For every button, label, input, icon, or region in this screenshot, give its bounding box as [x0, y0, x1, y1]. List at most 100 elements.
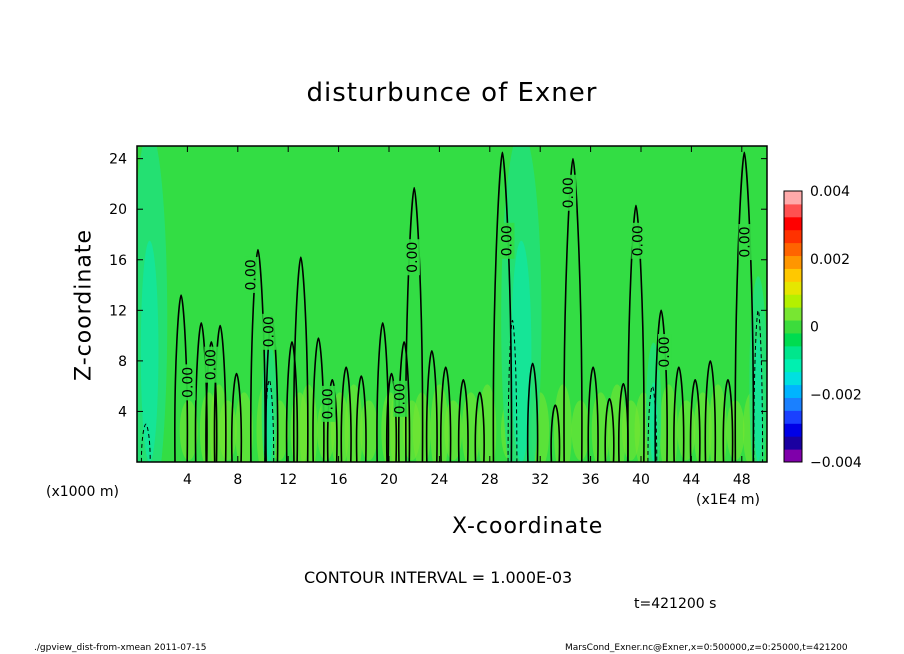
- colorbar-swatch: [784, 281, 802, 295]
- contour-label-backdrop: [500, 222, 515, 259]
- colorbar-swatch: [784, 216, 802, 231]
- zero-contour-line: [230, 372, 243, 462]
- positive-shading: [608, 384, 627, 462]
- zero-contour-line: [689, 379, 701, 462]
- positive-shading: [571, 400, 590, 461]
- colorbar-swatch: [784, 242, 802, 257]
- zero-contour-line: [425, 349, 438, 462]
- x-axis-ticks: 4 8 12 16 20 24 28 32 36 40 44 48: [183, 146, 751, 488]
- zero-contour-line: [604, 397, 615, 462]
- contour-label-backdrop: [244, 256, 259, 293]
- zero-contour-line: [734, 151, 755, 462]
- contour-label-backdrop: [631, 222, 646, 259]
- negative-core-shading: [511, 240, 532, 462]
- colorbar-swatch: [784, 307, 802, 321]
- x-tick-label: 48: [733, 472, 751, 488]
- zero-contour-line: [550, 404, 561, 462]
- zero-contour-line: [326, 379, 338, 462]
- negative-contour-line: [647, 385, 658, 462]
- positive-shading: [359, 400, 378, 461]
- y-axis-unit: (x1000 m): [46, 484, 119, 500]
- shaded-field: [137, 146, 767, 462]
- zero-contour-line: [213, 324, 227, 462]
- colorbar-swatch: [784, 423, 802, 437]
- colorbar-swatch: [784, 371, 802, 386]
- negative-contour-line: [264, 379, 275, 462]
- contour-label: 0.00: [738, 226, 754, 257]
- contour-label: 0.00: [657, 336, 673, 367]
- colorbar-swatch: [784, 358, 802, 373]
- footer-source: MarsCond_Exner.nc@Exner,x=0:500000,z=0:2…: [565, 643, 848, 653]
- x-tick-label: 24: [430, 472, 448, 488]
- zero-contour-line: [563, 157, 583, 462]
- zero-contour-line: [587, 366, 599, 462]
- zero-contour-line: [627, 204, 645, 462]
- x-tick-label: 4: [183, 472, 192, 488]
- positive-shading: [235, 392, 254, 462]
- zero-contour-line: [673, 366, 685, 462]
- zero-contour-line: [492, 151, 513, 462]
- x-tick-label: 32: [531, 472, 549, 488]
- contour-label: 0.00: [392, 383, 408, 414]
- positive-shading: [179, 400, 198, 461]
- zero-contour-line: [285, 341, 299, 462]
- zero-contour-line: [205, 341, 218, 462]
- x-tick-label: 8: [233, 472, 242, 488]
- contour-interval: CONTOUR INTERVAL = 1.000E-03: [304, 568, 573, 587]
- x-tick-label: 20: [380, 472, 398, 488]
- x-tick-label: 16: [330, 472, 348, 488]
- footer-script: ./gpview_dist-from-xmean 2011-07-15: [34, 643, 207, 653]
- colorbar-swatch: [784, 255, 802, 269]
- positive-shading: [444, 400, 463, 461]
- zero-contour-line: [385, 372, 398, 462]
- contour-label-backdrop: [321, 385, 336, 422]
- colorbar-swatch: [784, 268, 802, 282]
- colorbar-swatch: [784, 229, 802, 244]
- negative-contour-line: [140, 423, 151, 462]
- colorbar-swatch: [784, 397, 802, 411]
- colorbar-tick-label: 0.002: [810, 252, 850, 268]
- chart-title: disturbunce of Exner: [306, 78, 598, 108]
- colorbar-swatch: [784, 294, 802, 308]
- colorbar-swatch: [784, 436, 802, 450]
- contour-label-backdrop: [393, 380, 408, 417]
- x-tick-label: 28: [481, 472, 499, 488]
- contour-label: 0.00: [181, 367, 197, 398]
- zero-contour-line: [405, 186, 424, 462]
- x-tick-label: 40: [632, 472, 650, 488]
- x-axis-unit: (x1E4 m): [696, 492, 760, 508]
- x-tick-label: 36: [582, 472, 600, 488]
- colorbar-swatch: [784, 449, 802, 463]
- zero-contour-line: [292, 256, 309, 462]
- positive-shading: [430, 384, 449, 462]
- positive-shading: [591, 392, 610, 462]
- zero-contour-line: [704, 360, 717, 462]
- colorbar-tick-label: −0.004: [810, 455, 862, 471]
- y-axis-ticks: 4 8 12 16 20 24: [109, 152, 767, 420]
- plot-frame: [136, 145, 768, 463]
- contour-label-backdrop: [657, 334, 672, 371]
- y-tick-label: 12: [109, 303, 127, 319]
- contour-label: 0.00: [561, 177, 577, 208]
- zero-contour-line: [457, 379, 469, 462]
- x-tick-label: 44: [682, 472, 700, 488]
- contour-label-backdrop: [181, 364, 196, 401]
- zero-contour-line: [654, 309, 668, 462]
- colorbar-frame: [783, 190, 803, 463]
- y-tick-label: 24: [109, 152, 127, 168]
- colorbar-swatch: [784, 320, 802, 334]
- colorbar-swatch: [784, 191, 802, 205]
- negative-core-shading: [265, 382, 274, 462]
- y-axis-label: Z-coordinate: [71, 229, 97, 381]
- contour-label: 0.00: [244, 259, 260, 290]
- colorbar-swatch: [784, 384, 802, 398]
- positive-shading: [677, 400, 696, 461]
- contour-label-backdrop: [262, 313, 277, 350]
- contour-label-backdrop: [405, 239, 420, 276]
- contour-label: 0.00: [203, 349, 219, 380]
- zero-contour-line: [440, 366, 452, 462]
- colorbar-tick-label: 0: [810, 320, 819, 336]
- contour-labels: 0.00 0.00 0.00 0.00 0.00 0.00 0.00 0.00 0.00 0.00…: [181, 174, 754, 422]
- contour-label: 0.00: [261, 316, 277, 347]
